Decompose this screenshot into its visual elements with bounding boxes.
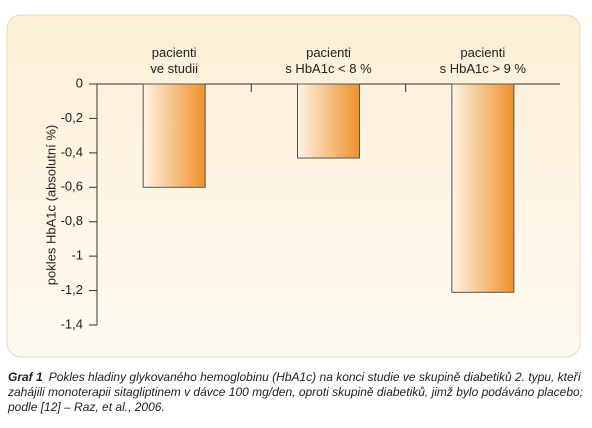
- chart: pokles HbA1c (absolutní %) 0 -0,2 -0,4 -0,6…: [6, 14, 581, 358]
- bar: [142, 83, 206, 188]
- x-tick-label: pacienti ve studii: [150, 45, 198, 76]
- y-tick-label: -1,2: [61, 282, 83, 297]
- y-axis-label: pokles HbA1c (absolutní %): [43, 125, 58, 285]
- y-tick-label: -0,4: [61, 144, 83, 159]
- x-tick-label: pacienti s HbA1c > 9 %: [440, 45, 527, 76]
- y-tick-label: -0,8: [61, 213, 83, 228]
- caption-text: Pokles hladiny glykovaného hemoglobinu (…: [8, 370, 584, 414]
- caption-label: Graf 1: [8, 370, 43, 384]
- caption: Graf 1 Pokles hladiny glykovaného hemoglo…: [8, 370, 584, 415]
- y-tick-label: -0,2: [61, 110, 83, 125]
- y-tick-label: 0: [76, 75, 83, 90]
- x-tick-label: pacienti s HbA1c < 8 %: [285, 45, 372, 76]
- bar: [451, 83, 515, 293]
- bar: [297, 83, 360, 159]
- y-tick-label: -0,6: [61, 179, 83, 194]
- y-tick-label: -1,4: [61, 316, 83, 331]
- y-tick-label: -1: [71, 248, 83, 263]
